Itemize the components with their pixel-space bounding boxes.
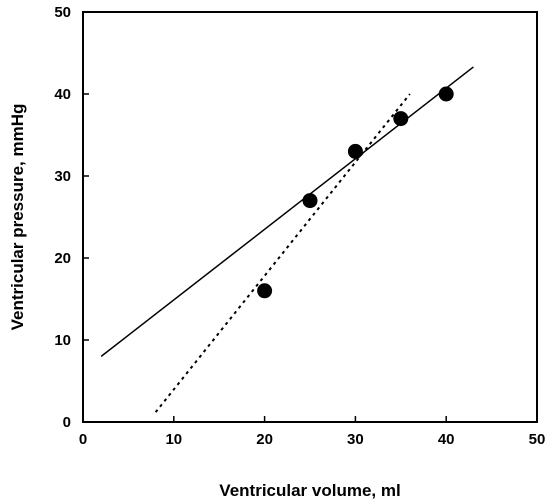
y-tick-label: 10 xyxy=(54,332,71,349)
x-tick-label: 20 xyxy=(256,431,273,448)
x-tick-label: 40 xyxy=(438,431,455,448)
y-tick-label: 50 xyxy=(54,4,71,21)
data-point xyxy=(393,111,409,127)
data-point xyxy=(257,283,273,299)
dotted-fit-line xyxy=(154,93,411,413)
fit-lines xyxy=(100,66,474,413)
y-tick-label: 0 xyxy=(63,414,71,431)
y-tick-label: 30 xyxy=(54,168,71,185)
solid-fit-line xyxy=(100,66,474,357)
x-tick-label: 10 xyxy=(165,431,182,448)
data-points xyxy=(257,86,454,299)
y-tick-label: 20 xyxy=(54,250,71,267)
data-point xyxy=(302,193,318,209)
y-axis-title: Ventricular pressure, mmHg xyxy=(8,104,27,331)
data-point xyxy=(347,143,363,159)
y-tick-label: 40 xyxy=(54,86,71,103)
x-tick-label: 50 xyxy=(529,431,546,448)
x-tick-label: 30 xyxy=(347,431,364,448)
data-point xyxy=(438,86,454,102)
x-tick-label: 0 xyxy=(79,431,87,448)
plot-frame xyxy=(82,11,538,423)
x-axis-title: Ventricular volume, ml xyxy=(219,481,400,500)
axis-ticks: 0 10 20 30 40 50 0 10 20 30 40 50 xyxy=(54,4,545,448)
